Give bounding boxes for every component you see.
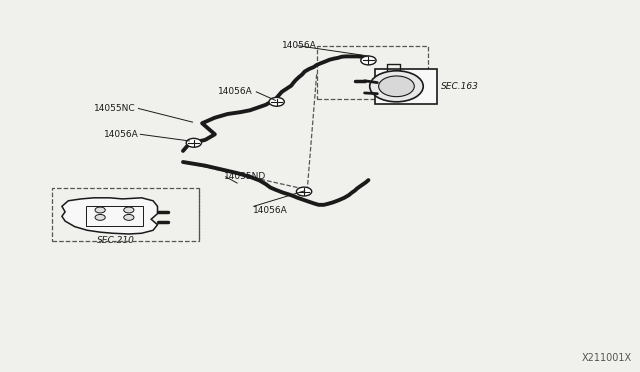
Circle shape [379, 76, 414, 97]
Polygon shape [62, 198, 157, 234]
Text: 14056A: 14056A [253, 206, 288, 215]
Text: SEC.210: SEC.210 [97, 233, 135, 245]
Circle shape [95, 207, 105, 213]
FancyBboxPatch shape [376, 68, 436, 104]
Circle shape [269, 97, 284, 106]
Bar [52, 188, 199, 241]
Text: 14055NC: 14055NC [93, 104, 135, 113]
Circle shape [124, 214, 134, 220]
Circle shape [370, 71, 423, 102]
Circle shape [361, 56, 376, 65]
Circle shape [95, 214, 105, 220]
Text: SEC.163: SEC.163 [441, 82, 479, 91]
Bar [317, 46, 428, 99]
Circle shape [186, 138, 202, 147]
Text: 14056A: 14056A [218, 87, 253, 96]
Text: 14056A: 14056A [104, 130, 138, 139]
Text: 14055ND: 14055ND [225, 172, 267, 181]
Text: 14056A: 14056A [282, 41, 317, 50]
Text: X211001X: X211001X [582, 353, 632, 363]
Circle shape [296, 187, 312, 196]
Circle shape [124, 207, 134, 213]
